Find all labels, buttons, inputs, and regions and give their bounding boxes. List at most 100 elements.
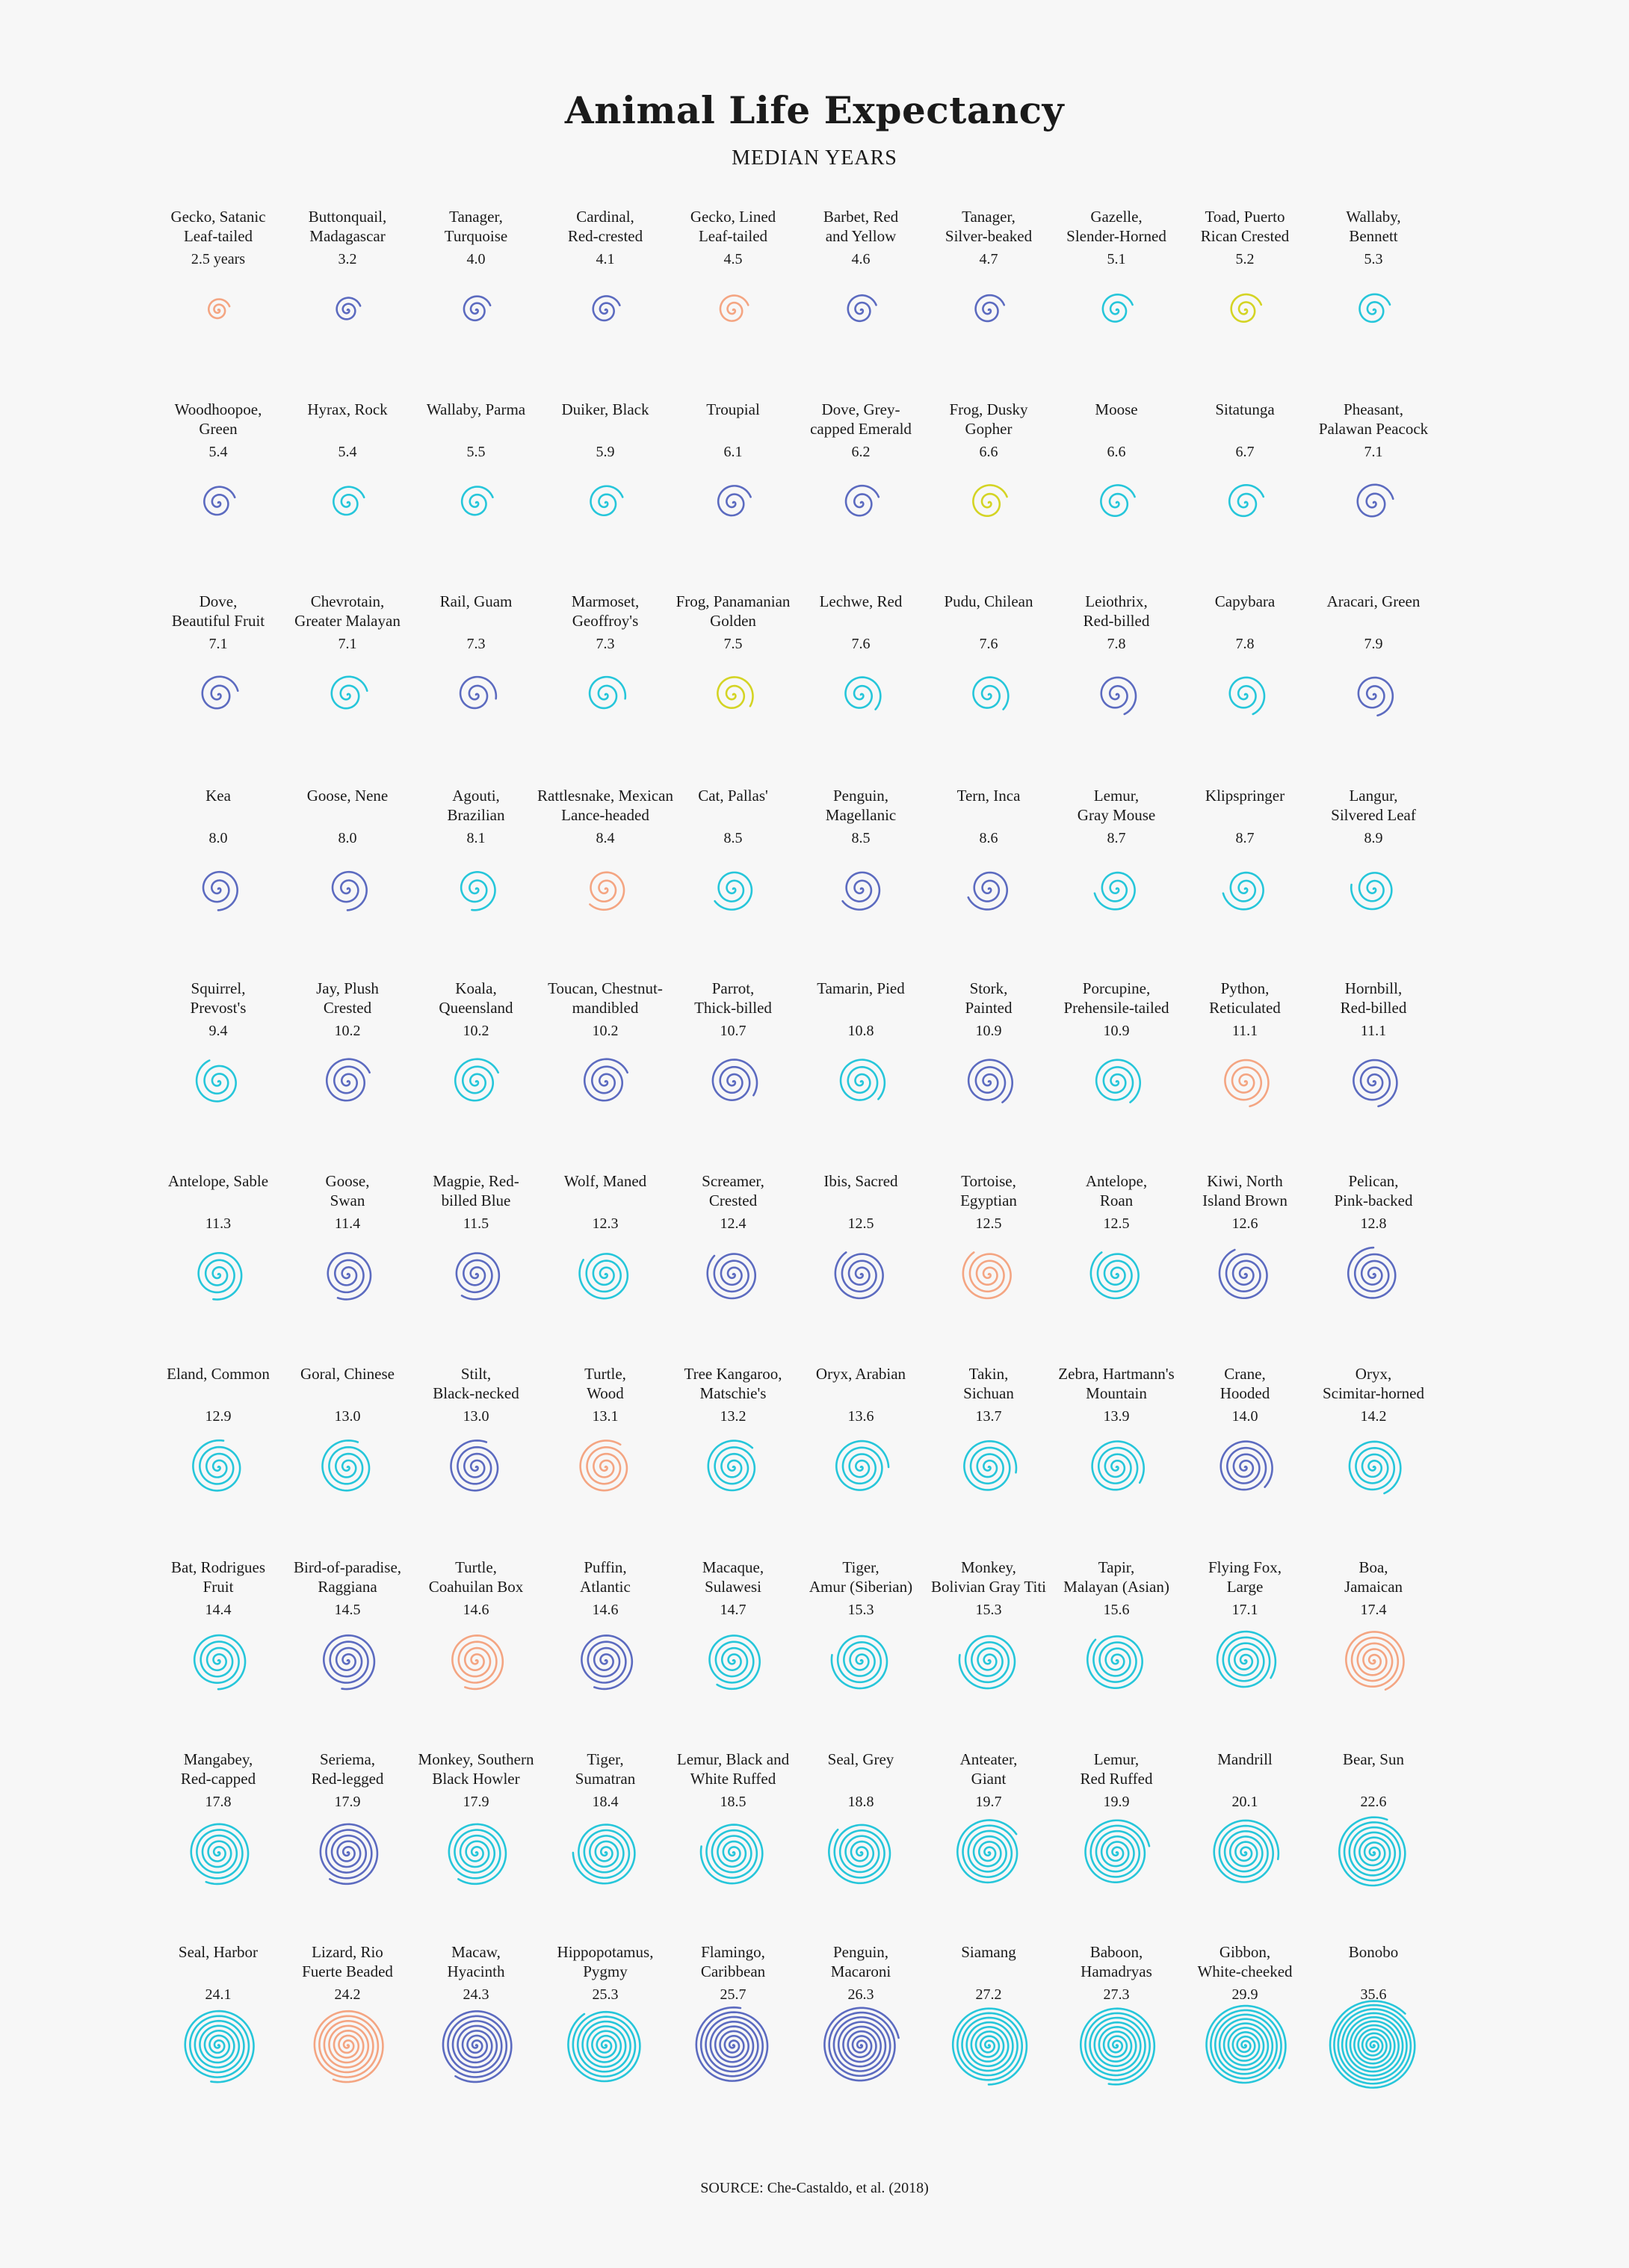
animal-name: Palawan Peacock <box>1319 420 1429 438</box>
animal-cell: Langur,Silvered Leaf 8.9 <box>1331 787 1416 911</box>
life-expectancy-value: 6.1 <box>724 444 743 460</box>
animal-name: Crested <box>324 999 372 1017</box>
life-expectancy-value: 12.8 <box>1361 1215 1387 1232</box>
animal-cell: Wallaby, Parma 5.5 <box>427 400 526 516</box>
life-expectancy-value: 6.2 <box>852 444 871 460</box>
animal-name: Tern, Inca <box>957 787 1021 805</box>
animal-cell: Lemur, Black and White Ruffed 18.5 <box>677 1750 790 1885</box>
animal-name: Lance-headed <box>561 806 649 824</box>
life-spiral <box>322 1634 376 1691</box>
animal-name: Hippopotamus, <box>557 1943 654 1961</box>
life-spiral <box>588 675 627 710</box>
life-spiral <box>202 870 238 911</box>
life-spiral <box>834 1251 884 1300</box>
life-expectancy-value: 13.2 <box>720 1408 747 1425</box>
animal-cell: Kiwi, North Island Brown 12.6 <box>1202 1172 1288 1300</box>
animal-name: Wood <box>587 1384 624 1402</box>
animal-cell: Monkey, Bolivian Gray Titi 15.3 <box>931 1558 1046 1690</box>
animal-cell: Pudu, Chilean 7.6 <box>945 592 1033 710</box>
animal-name: Rail, Guam <box>440 592 513 610</box>
life-expectancy-value: 10.9 <box>1104 1023 1130 1039</box>
life-spiral <box>590 485 624 517</box>
animal-name: Eland, Common <box>167 1365 270 1383</box>
animal-name: Jay, Plush <box>316 979 379 997</box>
life-expectancy-value: 10.9 <box>976 1023 1002 1039</box>
life-expectancy-value: 10.8 <box>848 1023 874 1039</box>
animal-cell: Macaw,Hyacinth 24.3 <box>442 1943 513 2083</box>
animal-cell: Buttonquail,Madagascar 3.2 <box>309 208 386 320</box>
animal-name: Red-crested <box>568 227 643 245</box>
life-expectancy-value: 6.6 <box>980 444 998 460</box>
life-spiral <box>336 297 362 320</box>
animal-name: Matschie's <box>700 1384 767 1402</box>
animal-name: Malayan (Asian) <box>1063 1578 1169 1596</box>
life-expectancy-value: 12.9 <box>205 1408 232 1425</box>
animal-name: Sitatunga <box>1215 400 1275 418</box>
life-spiral <box>333 486 365 516</box>
animal-cell: Crane,Hooded 14.0 <box>1220 1365 1273 1491</box>
animal-name: Wallaby, Parma <box>427 400 526 418</box>
animal-name: Rattlesnake, Mexican <box>537 787 673 805</box>
animal-cell: Frog, Panamanian Golden 7.5 <box>676 592 791 710</box>
animal-cell: Cardinal,Red-crested 4.1 <box>568 208 643 322</box>
life-spiral <box>448 1823 507 1886</box>
animal-name: Fuerte Beaded <box>302 1962 393 1980</box>
animal-cell: Tiger, Sumatran 18.4 <box>572 1750 636 1885</box>
life-spiral <box>951 2007 1028 2086</box>
animal-name: Tamarin, Pied <box>817 979 905 997</box>
animal-cell: Hippopotamus,Pygmy 25.3 <box>557 1943 654 2083</box>
animal-cell: Bear, Sun 22.6 <box>1338 1750 1406 1887</box>
animal-name: Koala, <box>455 979 496 997</box>
animal-name: Magellanic <box>826 806 896 824</box>
animal-name: Rican Crested <box>1201 227 1290 245</box>
life-expectancy-value: 7.6 <box>852 636 871 652</box>
life-spiral <box>1218 1248 1268 1300</box>
life-expectancy-value: 3.2 <box>339 251 357 267</box>
animal-name: Green <box>199 420 238 438</box>
animal-cell: Duiker, Black 5.9 <box>562 400 649 517</box>
life-expectancy-value: 5.4 <box>209 444 228 460</box>
animal-cell: Capybara 7.8 <box>1215 592 1276 716</box>
animal-cell: Wolf, Maned 12.3 <box>564 1172 647 1300</box>
animal-cell: Gazelle,Slender-Horned 5.1 <box>1066 208 1166 323</box>
animal-name: Antelope, Sable <box>168 1172 268 1190</box>
animal-name: Boa, <box>1358 1558 1388 1576</box>
animal-cell: Tapir, Malayan (Asian) 15.6 <box>1063 1558 1169 1689</box>
animal-name: Puffin, <box>584 1558 626 1576</box>
animal-cell: Porcupine, Prehensile-tailed 10.9 <box>1063 979 1169 1103</box>
animal-name: Kiwi, North <box>1207 1172 1283 1190</box>
animal-name: Golden <box>710 612 756 630</box>
life-spiral <box>1093 871 1136 911</box>
animal-name: Penguin, <box>833 787 888 805</box>
animal-name: Gopher <box>965 420 1013 438</box>
animal-name: Giant <box>971 1770 1007 1788</box>
life-expectancy-value: 12.5 <box>976 1215 1002 1232</box>
life-expectancy-value: 5.2 <box>1236 251 1255 267</box>
life-spiral <box>972 484 1008 518</box>
animal-name: Black-necked <box>433 1384 519 1402</box>
life-expectancy-value: 7.8 <box>1236 636 1255 652</box>
life-spiral <box>327 1252 372 1301</box>
life-spiral <box>963 1440 1018 1491</box>
animal-name: Langur, <box>1349 787 1397 805</box>
animal-name: Swan <box>330 1192 365 1209</box>
animal-cell: Mandrill 20.1 <box>1213 1750 1280 1883</box>
animal-cell: Stilt,Black-necked 13.0 <box>433 1365 519 1492</box>
animal-cell: Siamang 27.2 <box>951 1943 1028 2086</box>
life-spiral <box>1086 1635 1143 1689</box>
animal-cell: Wallaby,Bennett 5.3 <box>1346 208 1401 323</box>
life-spiral <box>1358 293 1391 323</box>
life-expectancy-value: 14.4 <box>205 1602 232 1618</box>
life-expectancy-value: 17.4 <box>1361 1602 1387 1618</box>
life-spiral <box>203 486 236 516</box>
life-expectancy-value: 8.7 <box>1236 830 1255 846</box>
life-expectancy-value: 35.6 <box>1361 1986 1387 2003</box>
life-expectancy-value: 8.0 <box>339 830 357 846</box>
animal-name: Reticulated <box>1209 999 1281 1017</box>
life-spiral <box>1228 483 1265 518</box>
life-expectancy-value: 10.2 <box>593 1023 619 1039</box>
animal-name: Goose, Nene <box>307 787 388 805</box>
life-expectancy-value: 8.7 <box>1107 830 1126 846</box>
